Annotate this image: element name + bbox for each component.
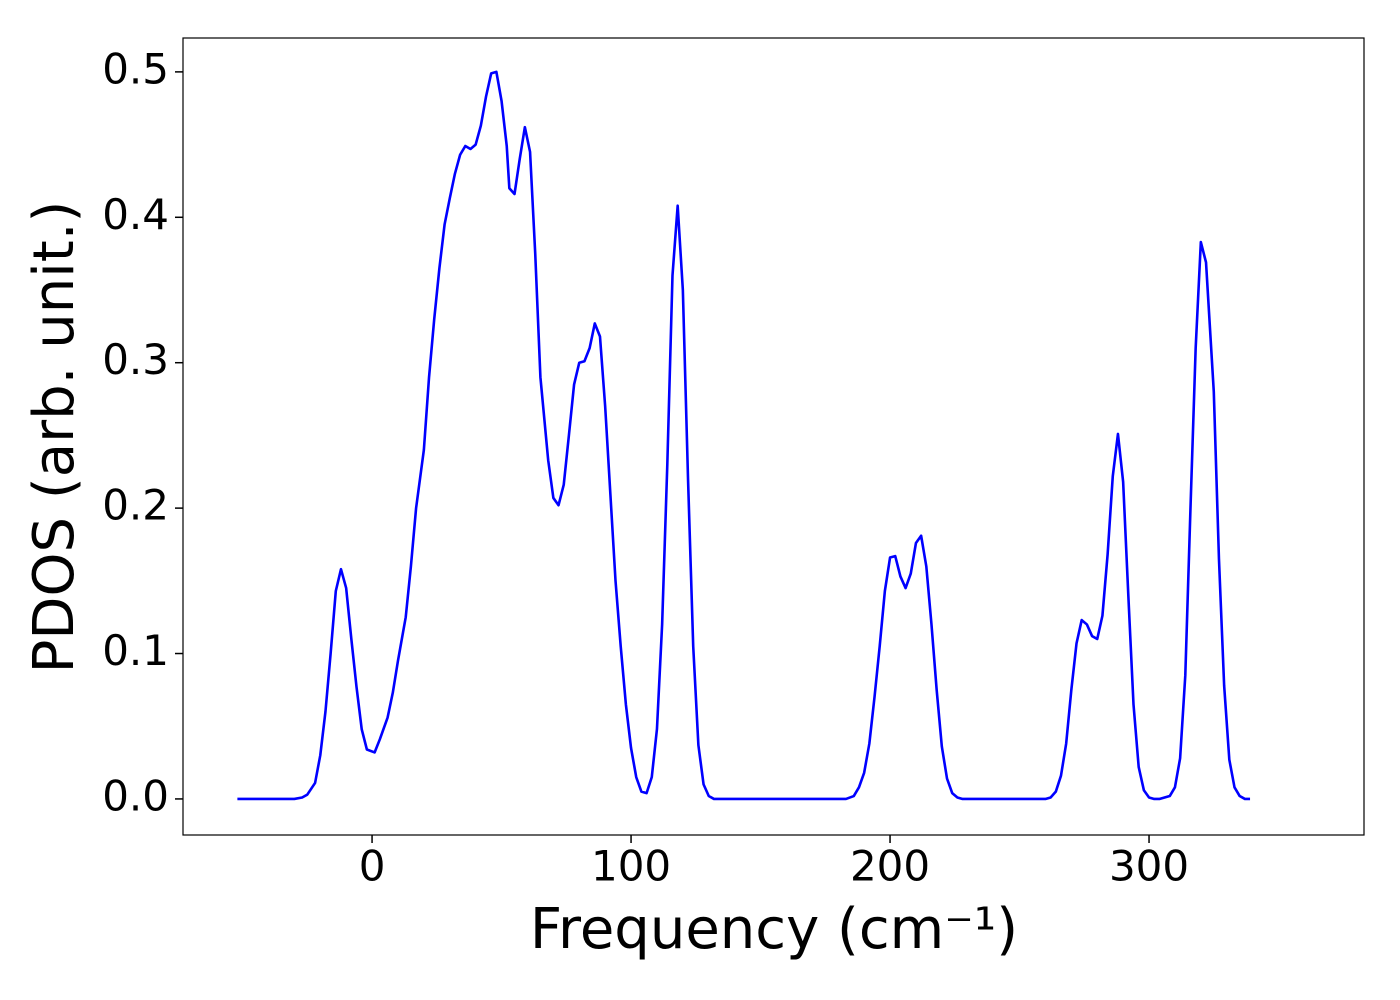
x-tick-label: 200 [850,842,930,891]
data-line [237,70,1251,801]
y-tick-label: 0.2 [102,481,169,530]
x-tick-label: 300 [1109,842,1189,891]
y-tick-label: 0.1 [102,626,169,675]
x-tick-label: 100 [591,842,671,891]
y-axis-label: PDOS (arb. unit.) [22,201,87,674]
x-tick-label: 0 [359,842,386,891]
y-tick-label: 0.0 [102,771,169,820]
y-tick-label: 0.4 [102,190,169,239]
y-tick-label: 0.3 [102,335,169,384]
plot-frame [182,37,1365,836]
y-tick-label: 0.5 [102,44,169,93]
x-axis-label: Frequency (cm⁻¹) [530,897,1018,962]
